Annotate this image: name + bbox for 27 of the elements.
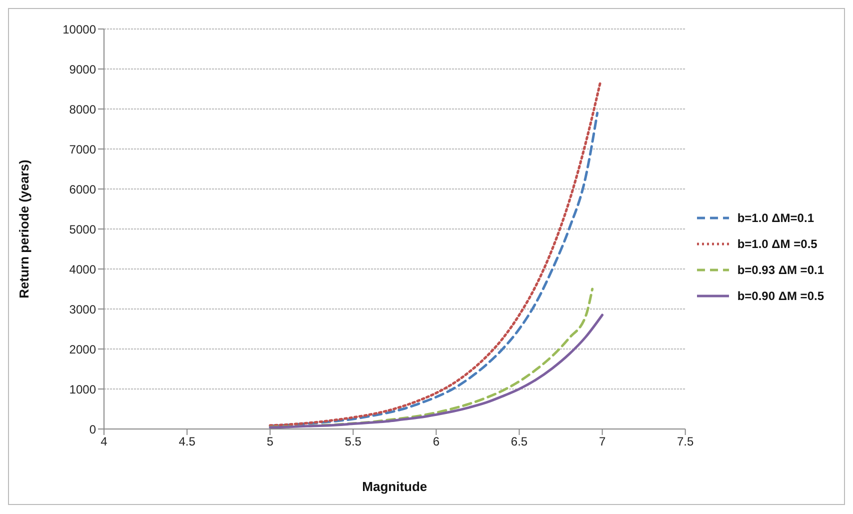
y-tick-label: 10000 <box>62 22 96 36</box>
legend-label: b=0.90 ΔM =0.5 <box>737 288 824 302</box>
x-tick-label: 6.5 <box>510 434 528 449</box>
y-tick-label: 3000 <box>69 302 96 316</box>
y-tick-label: 9000 <box>69 62 96 76</box>
line-series <box>268 314 604 429</box>
x-tick-label: 7.5 <box>676 434 694 449</box>
y-tick-label: 4000 <box>69 262 96 276</box>
y-tick-label: 0 <box>89 422 96 436</box>
y-axis-title: Return periode (years) <box>16 160 32 298</box>
y-tick-label: 6000 <box>69 182 96 196</box>
x-tick-label: 4.5 <box>178 434 196 449</box>
y-tick-label: 1000 <box>69 382 96 396</box>
x-tick-label: 6 <box>432 434 440 449</box>
x-tick-label: 7 <box>598 434 606 449</box>
y-tick-label: 2000 <box>69 342 96 356</box>
legend-label: b=1.0 ΔM=0.1 <box>737 210 814 224</box>
y-tick-label: 8000 <box>69 102 96 116</box>
legend-label: b=0.93 ΔM =0.1 <box>737 262 824 276</box>
x-tick-label: 5.5 <box>344 434 362 449</box>
y-tick-label: 7000 <box>69 142 96 156</box>
x-axis-title: Magnitude <box>362 479 428 494</box>
x-tick-label: 5 <box>266 434 274 449</box>
y-tick-label: 5000 <box>69 222 96 236</box>
x-tick-label: 4 <box>100 434 108 449</box>
line-series <box>268 288 594 428</box>
legend-label: b=1.0 ΔM =0.5 <box>737 236 818 250</box>
